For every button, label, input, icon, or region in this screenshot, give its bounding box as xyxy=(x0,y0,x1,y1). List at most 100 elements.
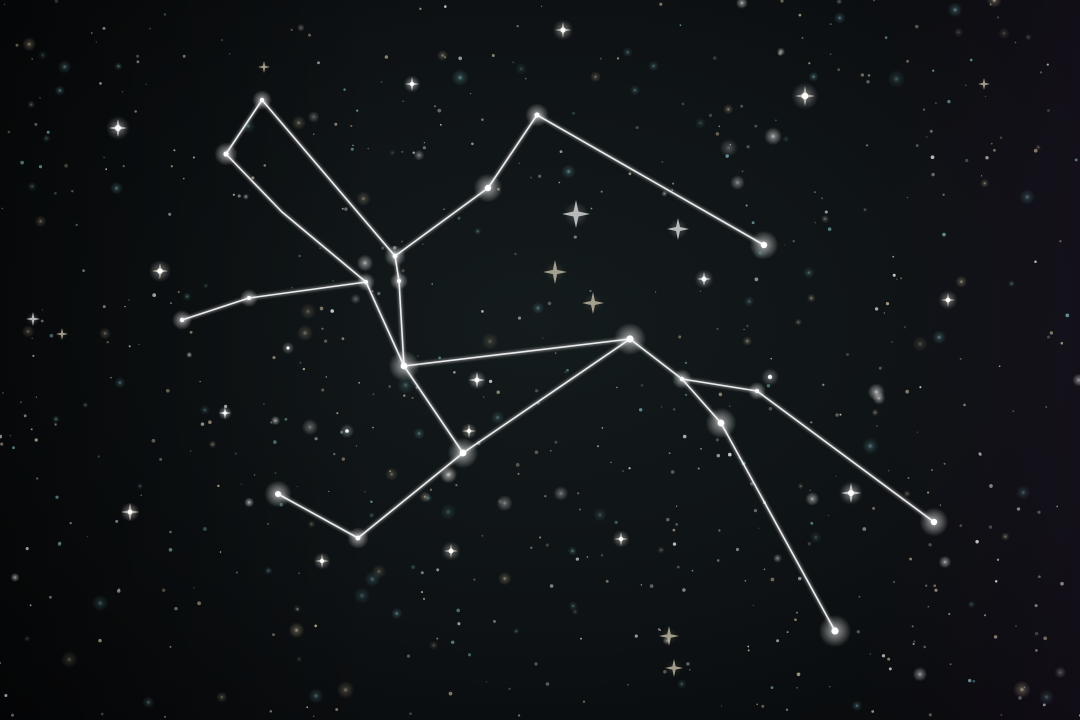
bright-star xyxy=(286,346,290,350)
background-star xyxy=(672,182,675,185)
background-star xyxy=(35,396,38,398)
background-star-glow xyxy=(368,512,375,519)
background-star xyxy=(934,102,937,105)
background-star xyxy=(512,61,515,64)
background-star xyxy=(900,277,903,280)
background-star xyxy=(350,147,354,151)
background-star xyxy=(697,467,700,470)
constellation-star xyxy=(831,627,839,635)
sparkle-star xyxy=(56,328,68,340)
background-star xyxy=(888,667,892,671)
background-star xyxy=(915,24,919,29)
background-star xyxy=(99,82,102,85)
constellation-star xyxy=(484,184,492,192)
background-star-glow xyxy=(568,601,578,611)
background-star xyxy=(163,13,167,16)
background-star xyxy=(433,105,437,108)
background-star xyxy=(589,289,592,293)
background-star xyxy=(573,235,577,239)
background-star xyxy=(417,355,419,357)
background-star xyxy=(751,221,755,225)
background-star xyxy=(672,528,676,532)
background-star xyxy=(534,662,538,666)
background-star xyxy=(493,619,496,623)
background-star xyxy=(715,132,720,136)
background-star xyxy=(217,484,220,488)
constellation-star xyxy=(400,362,408,370)
background-star-glow xyxy=(98,327,112,340)
background-star xyxy=(1045,406,1048,408)
background-star xyxy=(197,601,201,606)
background-star xyxy=(298,572,300,574)
background-star xyxy=(575,557,580,561)
background-star-glow xyxy=(34,215,47,228)
background-star xyxy=(75,223,78,227)
constellation-star xyxy=(259,97,265,103)
background-star xyxy=(164,715,166,718)
constellation-star xyxy=(760,241,768,249)
background-star xyxy=(401,269,405,273)
background-star xyxy=(182,54,186,58)
background-star xyxy=(1,207,4,210)
background-star-glow xyxy=(244,497,255,508)
background-star-glow xyxy=(42,134,51,143)
bright-star xyxy=(345,429,349,433)
bright-star xyxy=(767,374,773,380)
background-star-glow xyxy=(903,489,911,498)
background-star xyxy=(747,649,750,652)
background-star-glow xyxy=(451,68,469,87)
background-star xyxy=(814,221,817,224)
background-star xyxy=(640,384,644,387)
background-star xyxy=(530,546,533,549)
background-star xyxy=(406,654,411,658)
background-star xyxy=(333,452,336,456)
background-star-glow xyxy=(821,214,830,224)
background-star xyxy=(203,527,207,531)
background-star xyxy=(649,584,654,588)
background-star xyxy=(235,571,238,574)
background-star xyxy=(263,403,265,405)
background-star xyxy=(169,530,172,534)
background-star xyxy=(972,679,976,683)
background-star xyxy=(314,437,318,441)
background-star-glow xyxy=(301,418,319,436)
background-star xyxy=(942,193,945,196)
background-star xyxy=(927,606,930,608)
bright-star xyxy=(560,27,566,33)
constellation-stars xyxy=(172,90,949,648)
background-star-glow xyxy=(91,594,109,612)
background-star xyxy=(635,125,639,130)
background-star xyxy=(1040,71,1043,74)
background-star-glow xyxy=(719,139,738,157)
background-star xyxy=(298,254,301,258)
background-star-glow xyxy=(413,149,425,161)
background-star xyxy=(559,150,563,154)
background-star xyxy=(810,521,814,525)
background-star xyxy=(69,521,72,525)
background-star xyxy=(161,588,166,592)
background-star xyxy=(317,61,320,65)
background-star xyxy=(545,543,549,547)
background-star xyxy=(448,691,453,696)
background-star xyxy=(975,540,979,544)
background-star xyxy=(377,291,381,296)
background-star xyxy=(959,524,963,527)
background-star xyxy=(15,43,19,47)
background-star-glow xyxy=(851,700,863,711)
background-star xyxy=(177,290,180,294)
background-star-glow xyxy=(794,318,802,326)
background-star-glow xyxy=(293,604,302,613)
background-star xyxy=(943,462,946,465)
background-star-glow xyxy=(350,293,361,305)
background-star xyxy=(708,113,713,118)
background-star xyxy=(785,708,789,712)
background-star-glow xyxy=(1038,689,1055,705)
background-star xyxy=(136,60,140,64)
background-star-glow xyxy=(413,427,425,440)
background-star xyxy=(930,155,935,160)
background-star xyxy=(263,164,267,167)
background-star xyxy=(403,394,406,397)
background-star xyxy=(3,3,6,6)
background-star xyxy=(272,356,276,360)
background-star xyxy=(542,337,544,339)
